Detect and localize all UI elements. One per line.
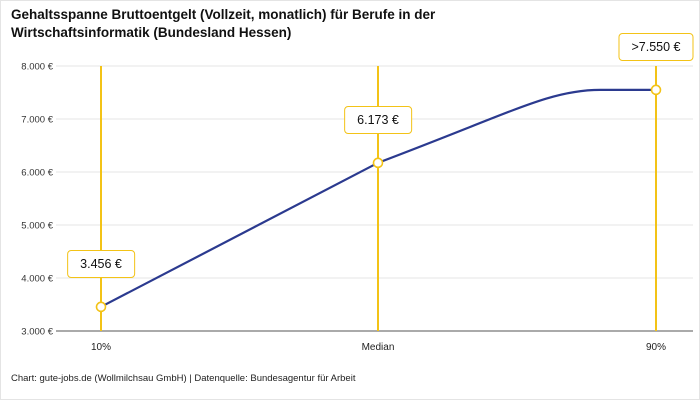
value-label-90: >7.550 € [618,32,694,61]
x-tick-label: Median [362,342,395,353]
y-tick-label: 7.000 € [21,115,53,126]
data-point-marker-2 [650,84,662,96]
data-point-marker-0 [95,301,107,313]
y-tick-label: 3.000 € [21,327,53,338]
y-tick-label: 6.000 € [21,168,53,179]
source-note: Chart: gute-jobs.de (Wollmilchsau GmbH) … [11,373,356,384]
value-label-10: 3.456 € [67,249,135,278]
y-tick-label: 8.000 € [21,62,53,73]
x-tick-label: 10% [91,342,111,353]
chart-title: Gehaltsspanne Bruttoentgelt (Vollzeit, m… [11,7,436,40]
data-point-marker-1 [372,157,384,169]
salary-curve [100,88,656,308]
y-tick-label: 5.000 € [21,221,53,232]
x-tick-label: 90% [646,342,666,353]
value-label-median: 6.173 € [344,105,412,134]
y-tick-label: 4.000 € [21,274,53,285]
